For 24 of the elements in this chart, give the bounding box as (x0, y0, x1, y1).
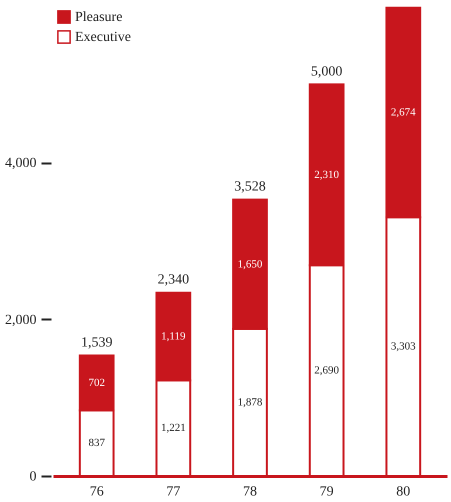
x-tick-label: 76 (90, 484, 104, 500)
data-label: 2,690 (314, 364, 340, 377)
y-tick-label: 0 (30, 470, 36, 484)
legend-label: Pleasure (75, 10, 122, 25)
data-label: 702 (88, 376, 105, 389)
legend-label: Executive (75, 30, 131, 45)
x-tick-label: 80 (396, 484, 410, 500)
x-tick-label: 79 (320, 484, 334, 500)
y-tick-label: 2,000 (5, 312, 36, 328)
x-tick-label: 78 (243, 484, 257, 500)
data-label: 1,221 (160, 422, 186, 434)
data-label: 1,119 (161, 330, 186, 343)
data-label: 1,878 (238, 396, 263, 408)
data-label: 1,650 (238, 258, 263, 270)
total-label: 2,340 (158, 272, 190, 288)
data-label: 3,303 (390, 340, 416, 353)
data-label: 837 (88, 437, 106, 450)
data-label: 2,674 (390, 106, 416, 119)
total-label: 3,528 (234, 180, 266, 195)
data-label: 2,310 (314, 168, 340, 181)
total-label: 5,000 (310, 64, 342, 80)
total-label: 1,539 (80, 335, 112, 350)
x-tick-label: 77 (166, 484, 180, 500)
y-tick-label: 4,000 (5, 156, 36, 172)
